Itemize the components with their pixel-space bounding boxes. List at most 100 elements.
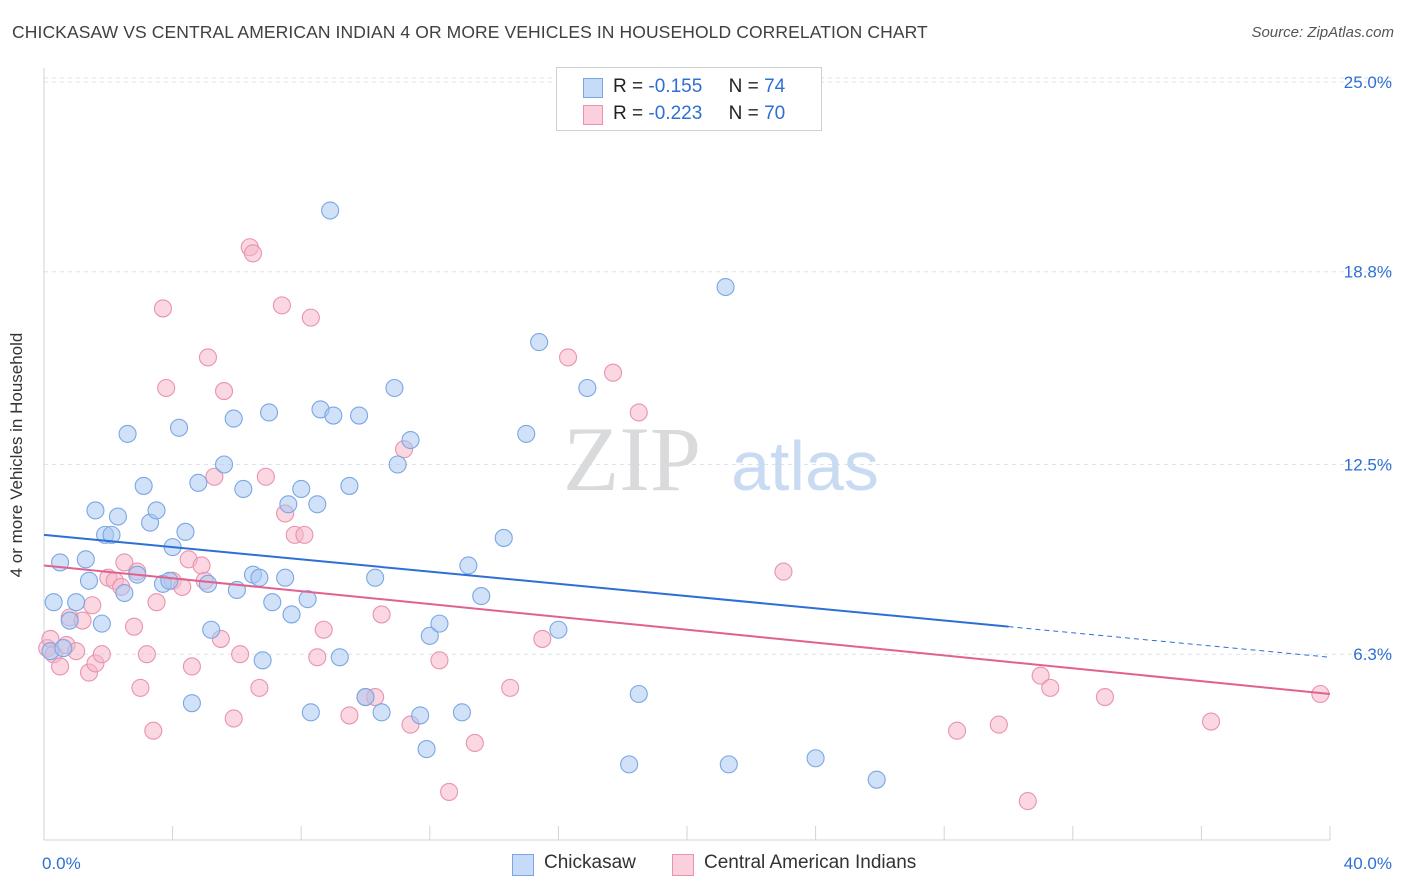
point-chickasaw [417,740,436,759]
point-central-american-indians [137,645,156,664]
point-central-american-indians [308,648,327,667]
point-chickasaw [263,593,282,612]
legend-r-label: R = [613,103,644,124]
point-chickasaw [420,626,439,645]
source-label: Source: ZipAtlas.com [1251,24,1394,41]
point-central-american-indians [256,467,275,486]
point-central-american-indians [1041,678,1060,697]
point-chickasaw [214,455,234,474]
point-chickasaw [108,507,127,526]
point-central-american-indians [115,553,134,572]
y-tick-label: 12.5% [1344,456,1392,475]
point-central-american-indians [1018,792,1037,811]
legend-swatch-blue [583,78,603,98]
legend-swatch-pink [672,854,694,876]
point-central-american-indians [430,651,449,670]
point-chickasaw [430,614,449,633]
point-central-american-indians [629,403,648,422]
trend-line-chickasaw-extension [1008,626,1331,658]
point-chickasaw [282,605,301,624]
point-central-american-indians [604,363,623,382]
point-chickasaw [452,703,472,722]
watermark-atlas: atlas [731,427,879,505]
point-chickasaw [76,550,95,569]
legend-r-value: -0.155 [648,76,703,97]
point-chickasaw [202,620,221,639]
point-chickasaw [719,755,738,774]
legend-n-label: N = [728,76,759,97]
point-central-american-indians [558,348,578,367]
point-chickasaw [301,703,320,722]
point-chickasaw [340,476,359,495]
point-chickasaw [118,424,137,443]
point-chickasaw [517,424,536,443]
point-chickasaw [324,406,343,425]
legend-swatch-blue [512,854,534,876]
y-tick-label: 6.3% [1353,645,1392,664]
point-chickasaw [578,378,597,398]
point-chickasaw [806,749,825,768]
point-chickasaw [620,755,639,774]
point-chickasaw [198,574,218,593]
legend-r-value: -0.223 [648,103,703,124]
point-central-american-indians [295,525,314,544]
trend-lines [43,533,1331,695]
point-chickasaw [867,770,886,789]
series-central-american-indians [38,238,1330,811]
point-central-american-indians [144,721,163,740]
point-central-american-indians [92,645,111,664]
point-chickasaw [292,479,311,499]
point-chickasaw [356,688,375,707]
watermark: ZIP atlas [563,408,879,510]
point-chickasaw [86,501,105,520]
point-chickasaw [67,593,86,612]
point-chickasaw [459,556,478,575]
point-chickasaw [189,473,208,492]
point-chickasaw [115,583,134,603]
point-chickasaw [176,522,195,541]
point-central-american-indians [243,244,263,263]
point-central-american-indians [340,706,359,725]
point-central-american-indians [147,593,166,612]
point-chickasaw [253,651,272,670]
y-tick-label: 25.0% [1344,73,1392,92]
point-chickasaw [494,528,513,547]
point-chickasaw [366,568,385,587]
point-chickasaw [411,706,430,725]
point-central-american-indians [948,721,967,740]
point-central-american-indians [1095,688,1114,707]
point-central-american-indians [533,629,552,648]
point-central-american-indians [205,467,224,486]
trend-line-central-american-indians [43,564,1331,695]
point-central-american-indians [192,556,211,575]
point-central-american-indians [301,308,320,327]
point-chickasaw [79,571,99,590]
point-central-american-indians [440,782,459,801]
trend-line-chickasaw [43,533,1009,628]
series-chickasaw [41,201,886,789]
point-chickasaw [401,430,420,450]
point-central-american-indians [224,709,243,728]
point-central-american-indians [198,348,218,367]
point-chickasaw [530,333,549,352]
point-chickasaw [388,455,407,474]
legend-r-label: R = [613,76,644,97]
point-chickasaw [44,593,63,612]
x-tick-label: 0.0% [42,854,81,873]
tick-labels: 6.3% 12.5% 18.8% 25.0% 0.0% 40.0% [42,73,1392,873]
point-chickasaw [169,418,189,437]
watermark-zip: ZIP [563,408,701,510]
legend-n-label: N = [728,103,759,124]
point-central-american-indians [157,378,176,398]
point-chickasaw [250,568,269,587]
point-central-american-indians [774,562,793,581]
point-central-american-indians [372,605,391,624]
point-chickasaw [182,694,201,713]
legend-label-chickasaw: Chickasaw [544,852,636,873]
point-chickasaw [279,495,298,514]
series-legend: Chickasaw Central American Indians [0,852,1406,876]
point-central-american-indians [250,678,269,697]
point-central-american-indians [465,733,484,753]
point-central-american-indians [124,617,144,636]
